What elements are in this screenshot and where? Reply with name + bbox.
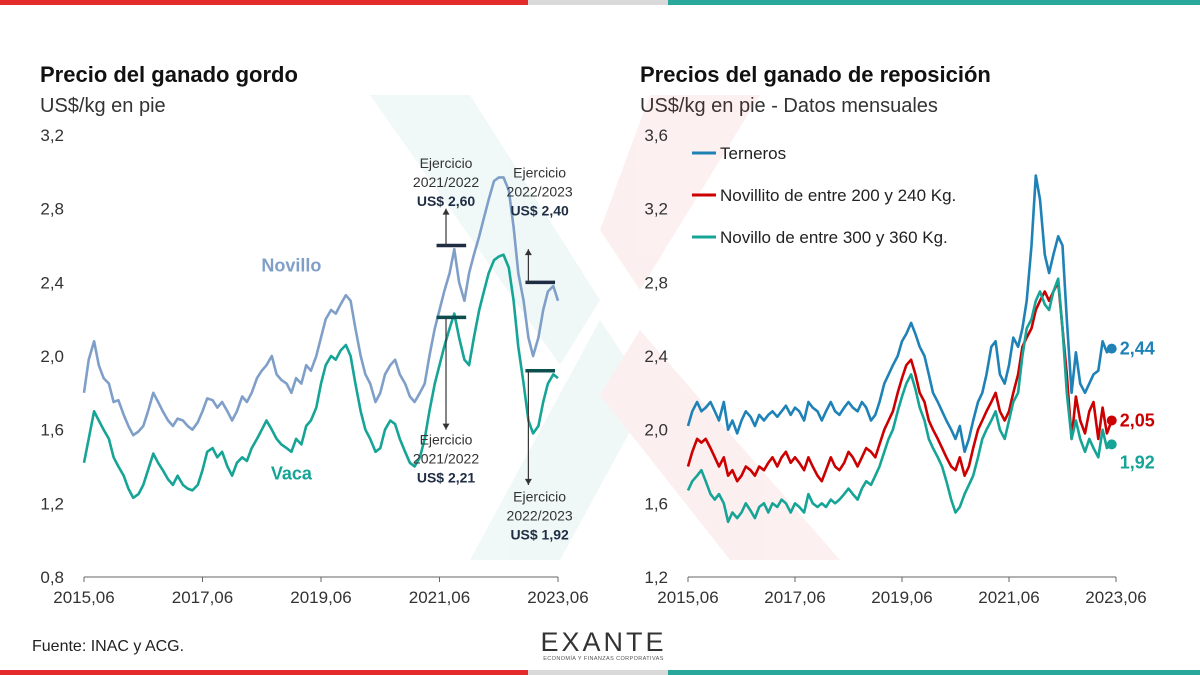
end-marker	[1106, 343, 1117, 354]
end-marker	[1106, 439, 1117, 450]
right-chart: 1,2 1,6 2,0 2,4 2,8 3,2 3,6 2015,06 2017,06 2019,…	[644, 126, 1154, 607]
annotation-value: US$ 2,60	[417, 193, 476, 209]
bottom-red-bar	[0, 670, 528, 675]
series-line-1	[686, 281, 1113, 483]
annotation-arrowhead	[524, 478, 532, 485]
x-tick-label: 2019,06	[871, 588, 932, 607]
x-tick-label: 2017,06	[172, 588, 233, 607]
end-value-label: 2,05	[1120, 410, 1155, 430]
legend-label: Novillo de entre 300 y 360 Kg.	[720, 228, 948, 247]
annotation-text: Ejercicio	[420, 155, 473, 171]
source-note: Fuente: INAC y ACG.	[32, 638, 185, 655]
right-chart-title: Precios del ganado de reposición	[640, 62, 991, 87]
x-tick-label: 2023,06	[1085, 588, 1146, 607]
annotation-value: US$ 2,21	[417, 469, 476, 485]
y-tick-label: 2,8	[644, 273, 668, 292]
bottom-teal-bar	[668, 670, 1200, 675]
annotation-text: 2022/2023	[507, 507, 573, 523]
annotation-value: US$ 1,92	[510, 526, 569, 542]
y-tick-label: 1,2	[40, 494, 64, 513]
series-line-vaca	[82, 253, 559, 500]
annotation-arrowhead	[524, 249, 532, 256]
y-tick-label: 3,2	[40, 126, 64, 145]
x-tick-label: 2021,06	[409, 588, 470, 607]
annotation-value: US$ 2,40	[510, 202, 569, 218]
annotation-text: Ejercicio	[513, 164, 566, 180]
top-grey-bar	[528, 0, 668, 5]
series-line-0	[686, 174, 1113, 454]
top-teal-bar	[668, 0, 1200, 5]
end-marker	[1106, 415, 1117, 426]
y-tick-label: 3,6	[644, 126, 668, 145]
annotation-arrowhead	[442, 423, 450, 430]
legend-label: Novillito de entre 200 y 240 Kg.	[720, 186, 956, 205]
x-tick-label: 2021,06	[978, 588, 1039, 607]
left-chart-subtitle: US$/kg en pie	[40, 95, 166, 117]
logo-word: EXANTE	[540, 627, 667, 657]
annotation-text: 2021/2022	[413, 450, 479, 466]
series-line-2	[686, 277, 1113, 524]
bottom-grey-bar	[528, 670, 668, 675]
y-tick-label: 1,6	[644, 494, 668, 513]
series-line-novillo	[82, 176, 560, 437]
exante-logo: EXANTE ECONOMÍA Y FINANZAS CORPORATIVAS	[536, 628, 671, 662]
end-value-label: 1,92	[1120, 452, 1155, 472]
x-tick-label: 2015,06	[53, 588, 114, 607]
y-tick-label: 2,4	[40, 273, 64, 292]
logo-tagline: ECONOMÍA Y FINANZAS CORPORATIVAS	[543, 656, 664, 662]
y-tick-label: 1,6	[40, 421, 64, 440]
y-tick-label: 3,2	[644, 200, 668, 219]
y-tick-label: 1,2	[644, 568, 668, 587]
x-tick-label: 2019,06	[290, 588, 351, 607]
right-chart-subtitle: US$/kg en pie - Datos mensuales	[640, 95, 938, 117]
y-tick-label: 2,4	[644, 347, 668, 366]
x-tick-label: 2023,06	[527, 588, 588, 607]
annotation-text: 2021/2022	[413, 174, 479, 190]
y-tick-label: 2,8	[40, 200, 64, 219]
annotation-text: Ejercicio	[513, 488, 566, 504]
y-tick-label: 2,0	[40, 347, 64, 366]
y-tick-label: 2,0	[644, 421, 668, 440]
series-label: Vaca	[271, 463, 313, 483]
left-chart-title: Precio del ganado gordo	[40, 62, 298, 87]
annotation-arrowhead	[442, 208, 450, 215]
left-chart: 0,8 1,2 1,6 2,0 2,4 2,8 3,2 2015,06 2017,06 2019,…	[40, 126, 588, 607]
x-tick-label: 2017,06	[764, 588, 825, 607]
end-value-label: 2,44	[1120, 339, 1155, 359]
x-tick-label: 2015,06	[657, 588, 718, 607]
series-label: Novillo	[261, 255, 321, 275]
annotation-text: Ejercicio	[420, 431, 473, 447]
legend-label: Terneros	[720, 144, 786, 163]
top-red-bar	[0, 0, 528, 5]
y-tick-label: 0,8	[40, 568, 64, 587]
annotation-text: 2022/2023	[507, 183, 573, 199]
